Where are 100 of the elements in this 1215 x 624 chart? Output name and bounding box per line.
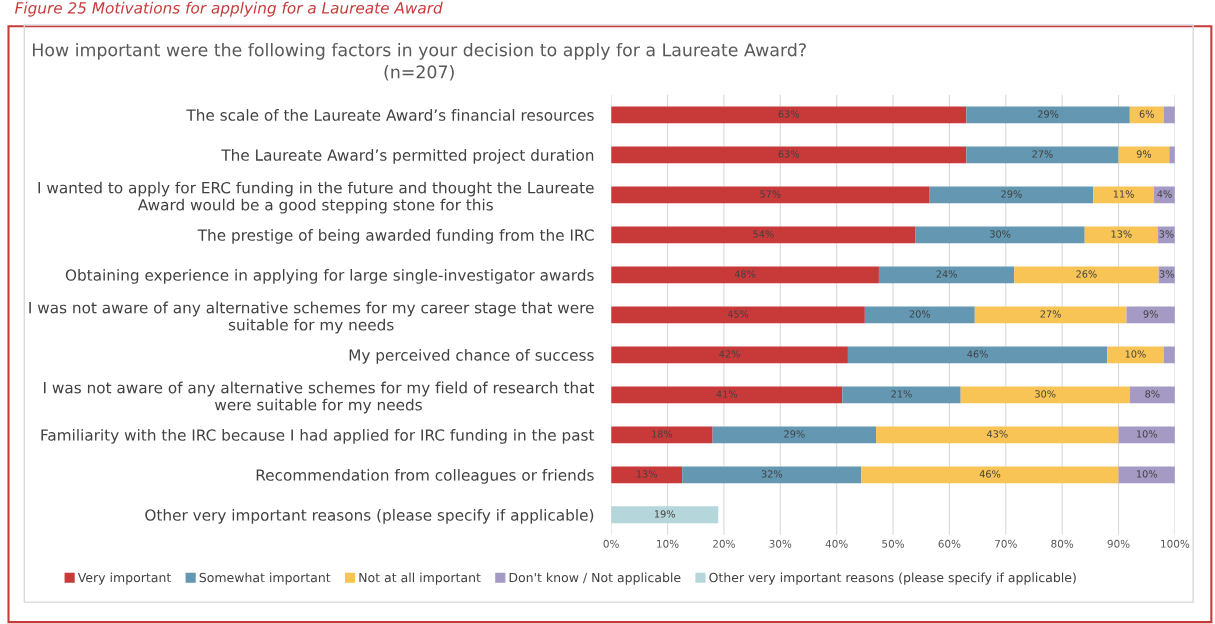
bar <box>876 426 1119 444</box>
x-tick-label: 40% <box>825 539 848 548</box>
data-label: 48% <box>734 270 756 278</box>
data-label: 43% <box>986 430 1008 438</box>
bar <box>611 266 879 284</box>
data-label: 4% <box>1157 190 1172 198</box>
x-tick-label: 100% <box>1161 539 1190 548</box>
data-label: 46% <box>979 470 1001 478</box>
x-tick-label: 20% <box>713 539 735 548</box>
bar <box>966 146 1119 164</box>
data-label: 63% <box>778 110 799 118</box>
data-label: 9% <box>1143 310 1158 318</box>
bar <box>611 146 967 164</box>
bar <box>915 226 1085 244</box>
data-label: 30% <box>990 230 1011 238</box>
bar <box>861 466 1119 484</box>
y-tick-label: I was not aware of any alternative schemes for my field of research that were suitable for my needs <box>44 381 595 414</box>
data-label: 6% <box>1139 110 1154 118</box>
legend-label: Other very important reasons (please specify if applicable) <box>709 572 1076 585</box>
bar <box>1129 386 1175 404</box>
x-tick-label: 80% <box>1051 539 1074 548</box>
bar <box>1163 346 1175 364</box>
y-tick-label: My perceived chance of success <box>349 349 594 364</box>
y-tick-label: I wanted to apply for ERC funding in the future and thought the Laureate Award would be a good stepping stone for this <box>38 181 594 214</box>
data-label: 41% <box>716 390 737 398</box>
data-label: 10% <box>1136 430 1157 438</box>
bar <box>1093 186 1155 204</box>
data-label: 57% <box>760 190 781 198</box>
y-tick-label: Other very important reasons (please specify if applicable) <box>145 508 594 524</box>
bar <box>1126 306 1175 324</box>
bar <box>1163 106 1175 124</box>
bar <box>611 506 719 524</box>
y-tick-label: The scale of the Laureate Award’s financial resources <box>186 109 594 121</box>
legend-label: Somewhat important <box>199 572 331 585</box>
legend-label: Not at all important <box>359 572 481 585</box>
bar <box>1118 146 1170 164</box>
y-tick-label: Obtaining experience in applying for large single-investigator awards <box>65 269 594 284</box>
data-label: 21% <box>891 390 912 398</box>
x-tick-label: 70% <box>995 539 1017 548</box>
data-label: 27% <box>1040 310 1061 318</box>
data-label: 20% <box>909 310 931 318</box>
data-label: 27% <box>1032 150 1053 158</box>
data-label: 29% <box>1001 190 1022 198</box>
bar <box>611 106 967 124</box>
x-tick-label: 60% <box>938 539 961 548</box>
data-label: 18% <box>652 430 673 438</box>
x-tick-label: 0% <box>603 539 619 548</box>
bar <box>682 466 862 484</box>
bar <box>864 306 975 324</box>
bar <box>1129 106 1164 124</box>
caption: Figure 25 Motivations for applying for a Laureate Award <box>14 1 443 17</box>
y-tick-label: Recommendation from colleagues or friends <box>256 468 594 484</box>
data-label: 11% <box>1113 190 1134 198</box>
data-label: 42% <box>719 350 740 358</box>
bar <box>611 466 683 484</box>
data-label: 63% <box>778 150 799 158</box>
bar <box>1014 266 1159 284</box>
bar <box>1084 226 1158 244</box>
bar <box>611 186 930 204</box>
bar <box>611 346 848 364</box>
y-tick-label: The prestige of being awarded funding from the IRC <box>197 229 594 244</box>
bar <box>611 306 865 324</box>
data-label: 13% <box>1111 230 1132 238</box>
bar <box>611 386 843 404</box>
data-label: 29% <box>784 430 805 438</box>
data-label: 19% <box>654 510 675 518</box>
data-label: 32% <box>761 470 783 478</box>
data-label: 8% <box>1145 390 1160 398</box>
x-tick-label: 50% <box>882 539 905 548</box>
data-label: 46% <box>967 350 988 358</box>
bar <box>1118 466 1175 484</box>
bar <box>611 226 916 244</box>
data-label: 13% <box>636 470 657 478</box>
bar <box>1107 346 1164 364</box>
data-label: 29% <box>1037 110 1059 118</box>
data-label: 30% <box>1035 390 1056 398</box>
legend-label: Don't know / Not applicable <box>509 572 681 585</box>
bar <box>712 426 877 444</box>
data-label: 45% <box>727 310 749 318</box>
data-label: 3% <box>1159 230 1174 238</box>
data-label: 24% <box>936 270 957 278</box>
data-label: 3% <box>1159 270 1174 278</box>
bar <box>1118 426 1175 444</box>
data-label: 10% <box>1125 350 1146 358</box>
data-label: 54% <box>753 230 774 238</box>
bar <box>878 266 1015 284</box>
y-tick-label: I was not aware of any alternative schemes for my career stage that were suitable for my needs <box>29 301 594 334</box>
legend-label: Very important <box>77 572 171 585</box>
bar <box>966 106 1130 124</box>
x-tick-label: 30% <box>769 539 792 548</box>
data-label: 26% <box>1076 270 1097 278</box>
y-tick-label: Familiarity with the IRC because I had applied for IRC funding in the past <box>41 428 595 444</box>
y-tick-label: The Laureate Award’s permitted project duration <box>221 149 594 164</box>
text: How important were the following factors in your decision to apply for a Laureate Award? (n=207) <box>33 42 806 81</box>
bar <box>842 386 961 404</box>
data-label: 10% <box>1136 470 1157 478</box>
bar <box>611 426 713 444</box>
bar <box>960 386 1130 404</box>
x-tick-label: 10% <box>657 539 679 548</box>
bar <box>847 346 1108 364</box>
